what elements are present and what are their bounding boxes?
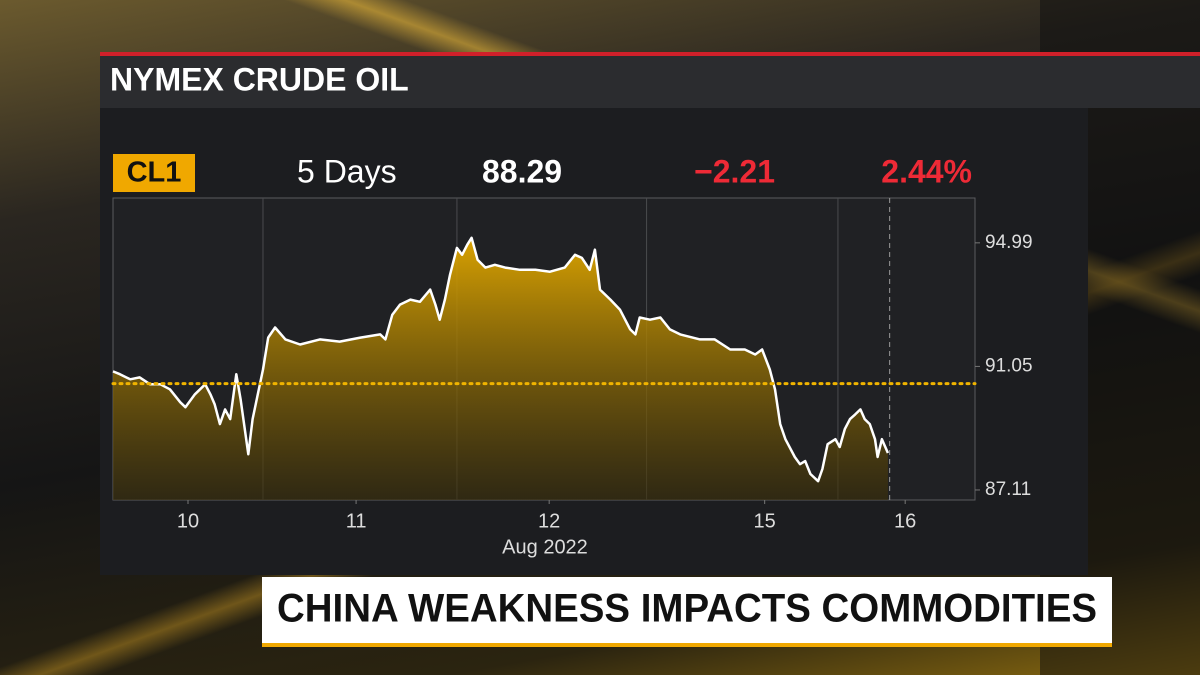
headline-accent	[262, 643, 1112, 647]
title-bar	[100, 56, 1200, 108]
symbol-box	[113, 154, 195, 192]
chart-title: NYMEX CRUDE OIL	[110, 61, 409, 97]
accent-line	[100, 52, 1200, 56]
last-price: 88.29	[482, 153, 562, 189]
price-line	[112, 236, 890, 483]
plot: 87.11 91.05 94.99 10 11 12 15 16	[111, 198, 1033, 532]
x-tick-label: 15	[754, 510, 776, 532]
x-tick-label: 16	[894, 510, 916, 532]
period: 5 Days	[297, 153, 397, 189]
headline: CHINA WEAKNESS IMPACTS COMMODITIES	[277, 587, 1097, 631]
x-tick-label: 12	[538, 510, 560, 532]
x-axis-label: Aug 2022	[502, 536, 588, 558]
headline-banner	[262, 577, 1112, 643]
x-tick-label: 11	[346, 510, 367, 532]
pct-change: 2.44%	[881, 153, 972, 189]
x-tick-label: 10	[177, 510, 199, 532]
y-tick-label: 91.05	[985, 355, 1033, 376]
symbol: CL1	[127, 157, 182, 189]
y-tick-label: 87.11	[985, 479, 1031, 500]
y-tick-label: 94.99	[985, 232, 1033, 253]
net-change: −2.21	[694, 153, 775, 189]
area-fill	[113, 237, 888, 501]
